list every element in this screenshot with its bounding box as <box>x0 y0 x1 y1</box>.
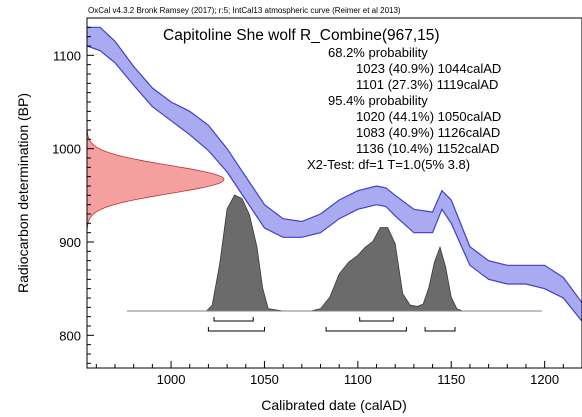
annotation-block: 68.2% probability 1023 (40.9%) 1044calAD… <box>307 45 501 172</box>
y-axis-label: Radiocarbon determination (BP) <box>15 93 31 293</box>
range-68-bracket <box>213 317 254 322</box>
annotation-line: 95.4% probability <box>328 93 428 108</box>
annotation-line: 1020 (44.1%) 1050calAD <box>356 109 501 124</box>
range-95-bracket <box>325 327 407 332</box>
x-tick-label: 1000 <box>157 372 186 387</box>
plot-area <box>87 26 582 332</box>
y-tick-label: 800 <box>59 328 81 343</box>
plot-content <box>87 26 582 332</box>
chart-title: Capitoline She wolf R_Combine(967,15) <box>163 27 440 44</box>
x-tick-label: 1100 <box>344 372 372 387</box>
calibration-curve-lower <box>87 45 582 322</box>
chart-header: OxCal v4.3.2 Bronk Ramsey (2017); r:5; I… <box>88 6 401 15</box>
y-tick-label: 1000 <box>52 142 81 157</box>
annotation-line: X2-Test: df=1 T=1.0(5% 3.8) <box>307 157 470 172</box>
range-95-bracket <box>424 327 456 332</box>
range-68-bracket <box>359 317 394 322</box>
radiocarbon-distribution <box>87 130 225 229</box>
x-tick-label: 1050 <box>250 372 279 387</box>
calibrated-distribution <box>205 194 463 312</box>
x-tick-label: 1150 <box>437 372 465 387</box>
x-axis-label: Calibrated date (calAD) <box>261 397 407 413</box>
range-95-bracket <box>207 327 265 332</box>
annotation-line: 1101 (27.3%) 1119calAD <box>356 77 498 92</box>
y-tick-label: 900 <box>59 235 81 250</box>
y-tick-label: 1100 <box>53 48 81 63</box>
calibration-curve-upper <box>87 26 582 304</box>
annotation-line: 1136 (10.4%) 1152calAD <box>356 141 499 156</box>
annotation-line: 1083 (40.9%) 1126calAD <box>356 125 500 140</box>
plot-frame <box>86 17 582 369</box>
annotation-line: 68.2% probability <box>328 45 428 60</box>
annotation-line: 1023 (40.9%) 1044calAD <box>356 61 501 76</box>
x-tick-label: 1200 <box>530 372 559 387</box>
axes: 1000 1050 1100 1150 1200 800 900 1000 1100 <box>52 17 582 387</box>
